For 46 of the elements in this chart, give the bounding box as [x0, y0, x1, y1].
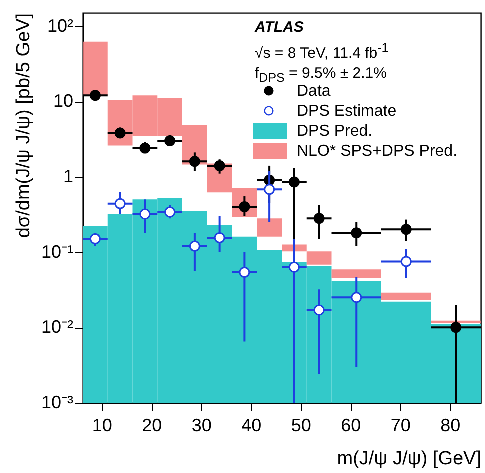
point [114, 128, 126, 139]
point [140, 208, 151, 220]
point [140, 142, 151, 154]
x-tick-label: 20 [142, 416, 162, 436]
annotation: √s = 8 TeV, 11.4 fb$^{-1}$ [255, 40, 389, 64]
point [264, 184, 276, 196]
y-tick-label: 1 [63, 166, 74, 186]
point [351, 228, 362, 239]
point [314, 213, 325, 224]
x-tick-label: 80 [440, 416, 461, 436]
legend-label: Data [297, 83, 331, 100]
point [351, 292, 362, 304]
annotation: f$_{DPS}$ = 9.5% ± 2.1% [255, 65, 387, 85]
y-tick-label: 10² [47, 16, 74, 36]
point [90, 90, 101, 102]
point [214, 160, 226, 172]
point [214, 232, 226, 244]
x-tick-label: 30 [192, 416, 212, 436]
point [450, 322, 462, 334]
annotation: ATLAS [255, 18, 305, 38]
y-tick-label: 10⁻¹ [41, 242, 74, 262]
point [189, 240, 200, 252]
x-tick-label: 50 [291, 416, 312, 436]
point [114, 198, 126, 210]
legend-label: DPS Pred. [297, 123, 373, 140]
x-tick-label: 40 [242, 416, 262, 436]
point [189, 156, 200, 168]
point [400, 224, 412, 236]
point [164, 136, 176, 146]
x-tick-label: 70 [390, 416, 411, 436]
legend-label: DPS Estimate [297, 103, 397, 120]
legend-label: NLO* SPS+DPS Pred. [297, 143, 458, 160]
x-tick-label: 10 [92, 416, 112, 436]
x-axis-title: m(J/ψ J/ψ) [GeV] [337, 448, 482, 470]
point [400, 256, 412, 268]
y-axis-title: dσ/dm(J/ψ J/ψ) [pb/5 GeV] [13, 14, 34, 238]
point [90, 234, 101, 245]
point [239, 266, 250, 278]
y-tick-label: 10⁻² [41, 317, 74, 338]
point [288, 262, 300, 273]
y-tick-label: 10⁻³ [41, 392, 74, 412]
point [288, 176, 300, 188]
y-tick-label: 10 [53, 91, 74, 112]
point [164, 206, 176, 218]
x-tick-label: 60 [341, 416, 362, 436]
point [314, 304, 325, 316]
